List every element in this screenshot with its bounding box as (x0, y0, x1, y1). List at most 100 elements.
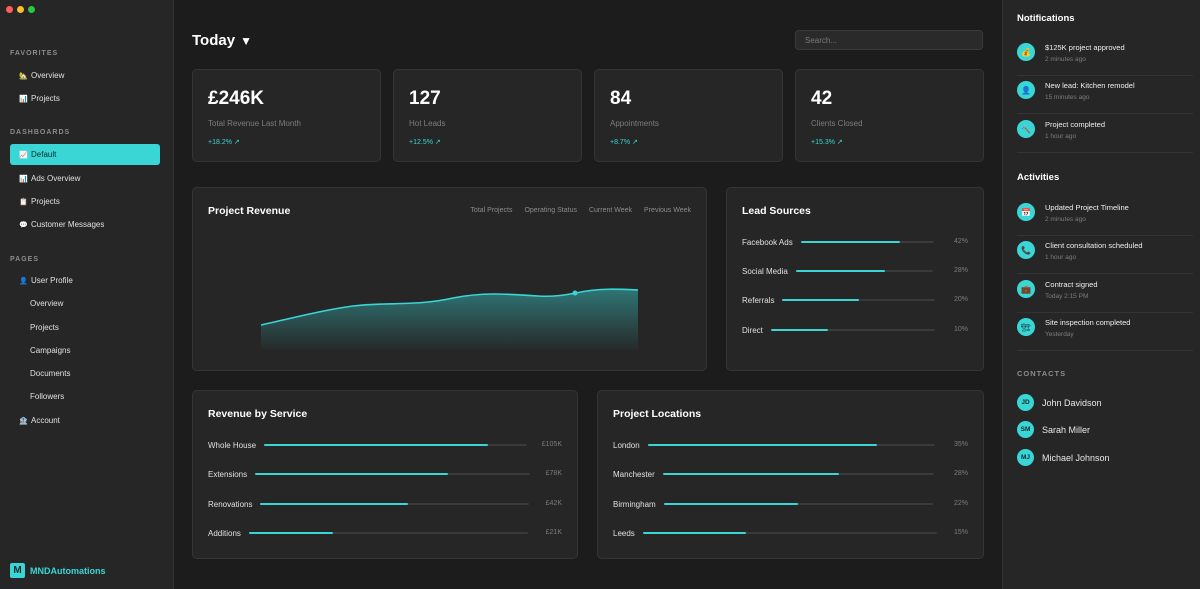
notification-item[interactable]: 👤 New lead: Kitchen remodel 15 minutes a… (1017, 76, 1193, 114)
bar-track (770, 329, 935, 331)
notification-time: 2 minutes ago (1045, 56, 1086, 63)
service-row: Renovations (208, 498, 530, 510)
construction-icon: 🏗 (1017, 318, 1035, 336)
bar-label: Leeds (613, 528, 635, 538)
bar-label: Manchester (613, 469, 655, 479)
sidebar-item-label: Ads Overview (31, 174, 81, 183)
sidebar-item-ads-overview[interactable]: 📊 Ads Overview (10, 168, 160, 189)
sidebar-item-overview[interactable]: 🏡 Overview (10, 65, 160, 86)
contact-item[interactable]: MJ Michael Johnson (1017, 449, 1110, 466)
zoom-window-button[interactable] (28, 6, 35, 13)
notifications-title: Notifications (1017, 13, 1075, 24)
contact-item[interactable]: SM Sarah Miller (1017, 421, 1090, 438)
main-content: Today ▼ £246K Total Revenue Last Month +… (174, 0, 1002, 589)
bar-value: 15% (953, 529, 968, 536)
sidebar-item-projects[interactable]: 📊 Projects (10, 88, 160, 109)
location-row: London (613, 439, 935, 451)
stat-label: Appointments (610, 119, 659, 128)
legend-item-current-week[interactable]: Current Week (588, 207, 633, 214)
sidebar-item-dashboard-projects[interactable]: 📋 Projects (10, 191, 160, 212)
contact-name: John Davidson (1042, 397, 1102, 408)
legend-item-previous-week[interactable]: Previous Week (644, 207, 691, 214)
brand-mark: M (10, 563, 25, 578)
stat-value: 127 (409, 88, 441, 109)
right-panel: Notifications 💰 $125K project approved 2… (1002, 0, 1200, 589)
activity-item[interactable]: 🏗 Site inspection completed Yesterday (1017, 313, 1193, 351)
bar-label: Whole House (208, 440, 257, 450)
sidebar-item-label: Account (31, 416, 60, 425)
stat-label: Total Revenue Last Month (208, 119, 301, 128)
bar-label: Extensions (208, 469, 248, 479)
activity-item[interactable]: 💼 Contract signed Today 2:15 PM (1017, 275, 1193, 313)
sidebar-item-customer-messages[interactable]: 💬 Customer Messages (10, 214, 160, 235)
sidebar-item-user-profile[interactable]: 👤 User Profile (10, 270, 160, 291)
bar-value: 20% (953, 296, 968, 303)
notification-item[interactable]: 💰 $125K project approved 2 minutes ago (1017, 38, 1193, 76)
search-input[interactable] (795, 30, 983, 50)
house-icon: 🏡 (19, 72, 28, 80)
lead-source-row: Facebook Ads (742, 236, 934, 248)
sidebar-subitem-overview[interactable]: Overview (10, 293, 160, 314)
bar-value: £42K (545, 500, 562, 507)
legend-item-operating-status[interactable]: Operating Status (524, 207, 577, 214)
bar-label: Social Media (742, 266, 788, 276)
close-window-button[interactable] (6, 6, 13, 13)
briefcase-icon: 💼 (1017, 280, 1035, 298)
activity-text: Contract signed (1045, 280, 1098, 289)
speech-bubble-icon: 💬 (19, 221, 28, 229)
bar-track (255, 473, 531, 475)
stat-card-appointments: 84 Appointments +8.7% ↗ (594, 69, 783, 162)
notification-text: Project completed (1045, 120, 1106, 129)
sidebar-subitem-projects[interactable]: Projects (10, 317, 160, 338)
activity-item[interactable]: 📞 Client consultation scheduled 1 hour a… (1017, 236, 1193, 274)
lead-source-row: Referrals (742, 294, 936, 306)
phone-icon: 📞 (1017, 241, 1035, 259)
service-row: Whole House (208, 439, 528, 451)
bar-track (663, 503, 933, 505)
minimize-window-button[interactable] (17, 6, 24, 13)
bar-fill (255, 473, 448, 475)
bar-fill (782, 299, 859, 301)
bar-track (264, 444, 528, 446)
sidebar-item-default[interactable]: 📈 Default (10, 144, 160, 165)
stat-label: Clients Closed (811, 119, 863, 128)
sidebar-item-label: Campaigns (30, 346, 71, 355)
sidebar-subitem-followers[interactable]: Followers (10, 386, 160, 407)
legend-item-total-projects[interactable]: Total Projects (470, 207, 513, 214)
sidebar-item-account[interactable]: 🏦 Account (10, 410, 160, 431)
sidebar-item-label: Projects (30, 323, 59, 332)
project-locations-card: Project Locations London 35% Manchester … (597, 390, 984, 559)
activity-item[interactable]: 📅 Updated Project Timeline 2 minutes ago (1017, 198, 1193, 236)
chart-legend: Total Projects Operating Status Current … (470, 207, 691, 214)
bar-track (662, 473, 934, 475)
card-title: Revenue by Service (208, 408, 308, 420)
favorites-section-title: FAVORITES (10, 50, 59, 57)
bar-value: 22% (953, 500, 968, 507)
service-row: Additions (208, 527, 528, 539)
bar-fill (662, 473, 839, 475)
notification-time: 1 hour ago (1045, 133, 1077, 140)
bar-fill (663, 503, 799, 505)
lead-sources-card: Lead Sources Facebook Ads 42% Social Med… (726, 187, 984, 371)
date-range-dropdown[interactable]: Today ▼ (192, 32, 252, 49)
contact-name: Sarah Miller (1042, 424, 1091, 435)
card-title: Project Revenue (208, 205, 291, 217)
bar-label: Additions (208, 528, 241, 538)
stat-label: Hot Leads (409, 119, 446, 128)
bar-label: Renovations (208, 499, 253, 509)
location-row: Leeds (613, 527, 937, 539)
card-title: Lead Sources (742, 205, 811, 217)
stat-card-hot-leads: 127 Hot Leads +12.5% ↗ (393, 69, 582, 162)
contact-item[interactable]: JD John Davidson (1017, 394, 1102, 411)
notification-item[interactable]: 🔨 Project completed 1 hour ago (1017, 115, 1193, 153)
sidebar-subitem-campaigns[interactable]: Campaigns (10, 340, 160, 361)
brand-logo[interactable]: M MNDAutomations (10, 563, 106, 578)
activity-time: Today 2:15 PM (1045, 293, 1089, 300)
location-row: Manchester (613, 468, 934, 480)
sidebar-subitem-documents[interactable]: Documents (10, 363, 160, 384)
bar-track (800, 241, 934, 243)
bar-fill (647, 444, 878, 446)
sidebar-item-label: Projects (31, 197, 60, 206)
avatar: SM (1017, 421, 1034, 438)
